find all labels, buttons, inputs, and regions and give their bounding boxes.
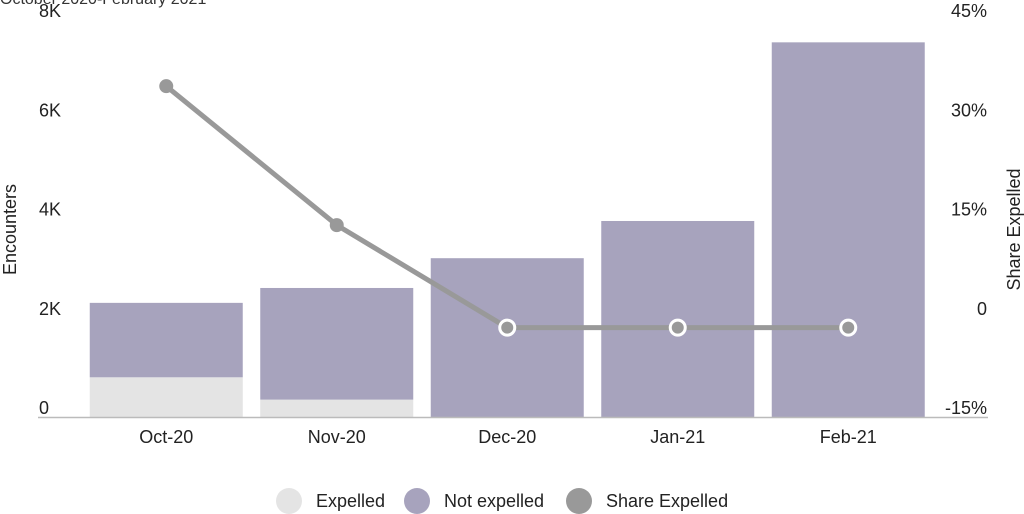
x-tick-label: Oct-20 xyxy=(139,427,193,447)
left-tick-label: 0 xyxy=(39,398,49,418)
bar-not-expelled-2 xyxy=(430,258,584,417)
bar-not-expelled-4 xyxy=(771,42,925,418)
point-share-expelled-4 xyxy=(839,318,858,337)
point-share-expelled-2 xyxy=(498,318,517,337)
legend-swatch-share-expelled xyxy=(566,488,592,514)
legend-label-share-expelled: Share Expelled xyxy=(606,490,729,511)
legend-swatch-expelled xyxy=(276,488,302,514)
right-tick-label: 30% xyxy=(951,100,987,120)
right-tick-label: 0 xyxy=(977,299,987,319)
x-tick-label: Jan-21 xyxy=(650,427,705,447)
legend-item-expelled[interactable]: Expelled xyxy=(276,488,385,514)
bar-not-expelled-1 xyxy=(260,287,414,400)
right-tick-label: 15% xyxy=(951,200,987,220)
right-tick-label: 45% xyxy=(951,1,987,21)
left-tick-label: 2K xyxy=(39,299,61,319)
legend-item-not-expelled[interactable]: Not expelled xyxy=(404,488,544,514)
right-tick-label: -15% xyxy=(945,398,987,418)
chart-subtitle: October 2020-February 2021 xyxy=(0,0,206,9)
left-tick-label: 6K xyxy=(39,100,61,120)
right-axis-title: Share Expelled xyxy=(1004,168,1024,290)
legend-label-expelled: Expelled xyxy=(316,490,386,511)
left-tick-label: 4K xyxy=(39,200,61,220)
legend-label-not-expelled: Not expelled xyxy=(444,490,545,511)
bar-not-expelled-0 xyxy=(89,302,243,378)
point-share-expelled-1 xyxy=(329,218,344,233)
point-share-expelled-0 xyxy=(159,79,174,94)
left-tick-label: 8K xyxy=(39,1,61,21)
combo-chart: 0 2K 4K 6K 8K -15% 0 15% 30% 45% Oct-20 Nov-20 Dec-2… xyxy=(0,1,1024,447)
x-tick-label: Feb-21 xyxy=(820,427,877,447)
x-tick-label: Nov-20 xyxy=(308,427,366,447)
bar-expelled-0 xyxy=(89,377,243,417)
left-axis-title: Encounters xyxy=(0,184,20,275)
legend-swatch-not-expelled xyxy=(404,488,430,514)
legend-item-share-expelled[interactable]: Share Expelled xyxy=(566,488,728,514)
x-tick-label: Dec-20 xyxy=(478,427,536,447)
chart-legend: Expelled Not expelled Share Expelled xyxy=(0,488,1024,514)
point-share-expelled-3 xyxy=(668,318,687,337)
bar-expelled-1 xyxy=(260,399,414,417)
